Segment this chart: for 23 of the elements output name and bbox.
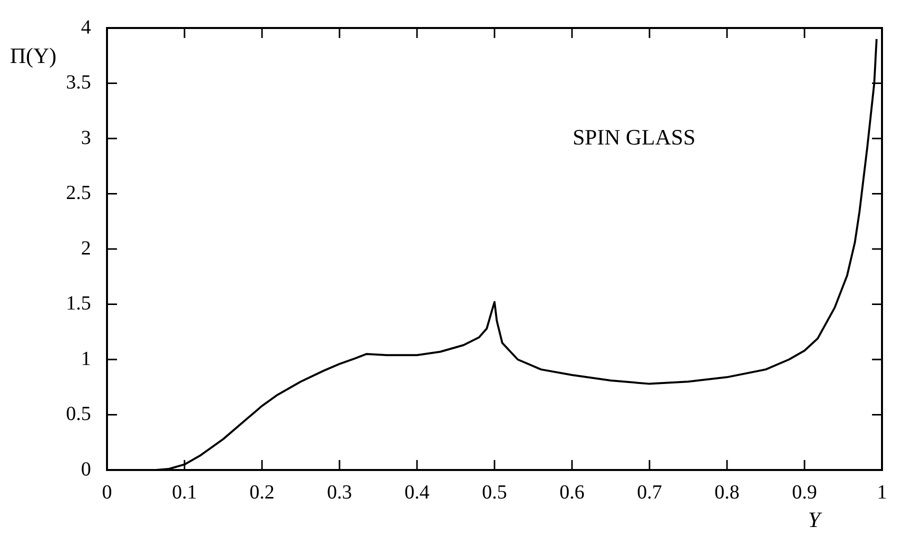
y-tick-label: 0 [81,458,91,480]
x-tick-label: 0.1 [172,481,197,504]
y-tick-label: 3 [81,126,91,149]
y-tick-label: 1.5 [66,292,91,314]
x-tick-label: 0.7 [637,481,662,504]
x-tick-label: 0.2 [250,481,274,504]
y-tick-label: 4 [81,16,91,38]
y-tick-label: 3.5 [66,72,91,94]
y-tick-label: 0.5 [66,403,91,425]
x-tick-label: 0.9 [792,481,817,504]
y-tick-label: 1 [81,348,91,370]
y-tick-label: 2 [81,237,91,260]
x-axis-title: Y [808,507,820,532]
x-tick-label: 0.3 [327,481,352,504]
x-tick-label: 1 [877,481,887,504]
x-tick-label: 0.8 [714,481,740,504]
y-tick-label: 2.5 [66,182,91,204]
x-tick-label: 0.6 [560,481,584,504]
x-tick-label: 0.4 [404,481,430,504]
annotation: SPIN GLASS [572,124,696,150]
y-axis-title: Π(Y) [10,43,56,68]
x-tick-label: 0.5 [482,481,507,504]
x-tick-label: 0 [102,481,112,504]
